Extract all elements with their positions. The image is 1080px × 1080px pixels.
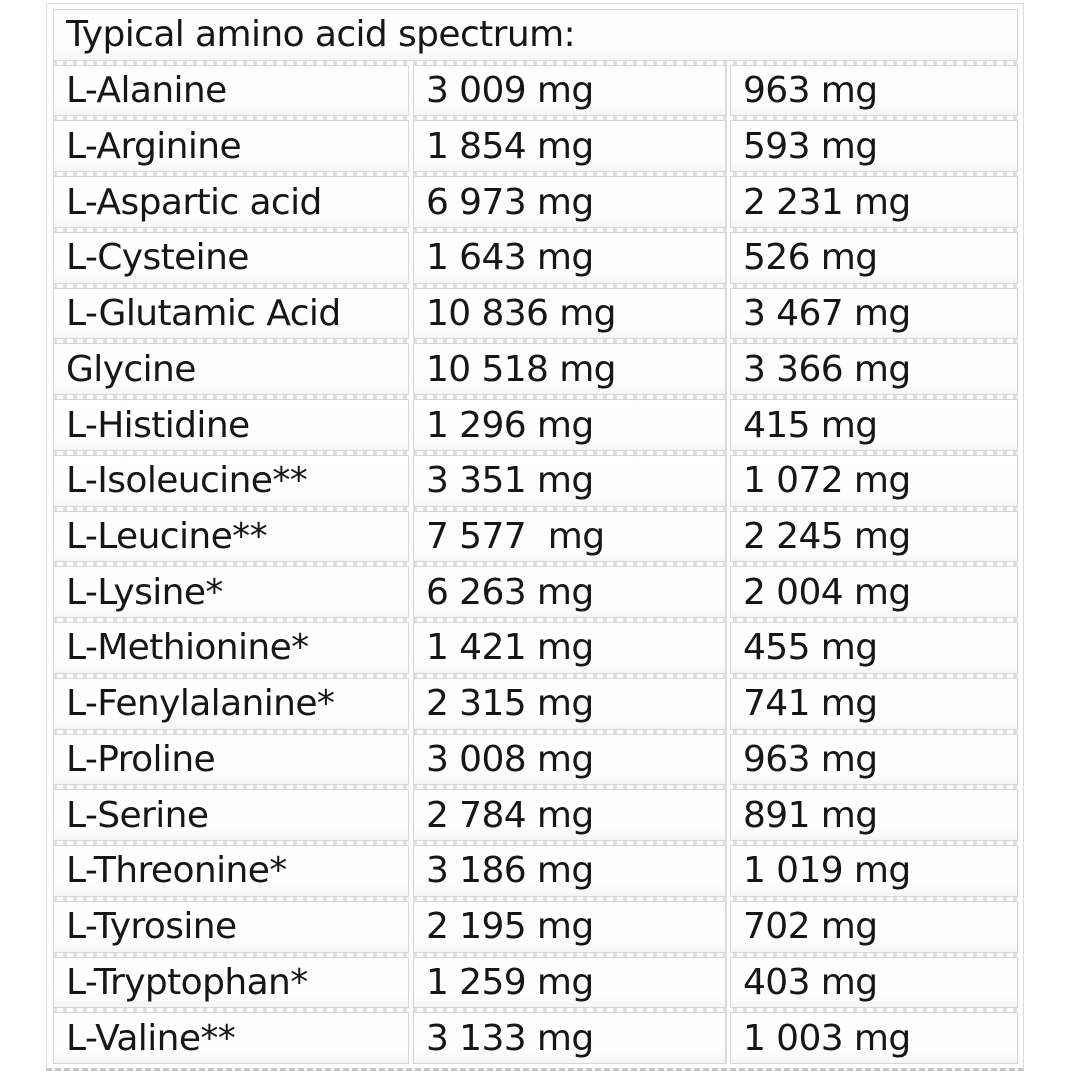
amino-acid-name: L-Cysteine bbox=[53, 231, 409, 284]
amount-cell-1: 1 854 mg bbox=[413, 120, 726, 173]
amount-cell-2: 455 mg bbox=[730, 622, 1018, 674]
amino-acid-table: Typical amino acid spectrum: L-Alanine 3… bbox=[46, 3, 1024, 1071]
amount-cell-2: 2 245 mg bbox=[730, 510, 1018, 563]
amino-acid-table-grid: Typical amino acid spectrum: L-Alanine 3… bbox=[53, 9, 1018, 1064]
amino-acid-name: L-Tyrosine bbox=[53, 900, 409, 953]
amount-cell-1: 1 643 mg bbox=[413, 231, 726, 284]
amino-acid-name: L-Tryptophan* bbox=[53, 956, 409, 1009]
amount-cell-1: 7 577 mg bbox=[413, 510, 726, 563]
amount-cell-1: 10 836 mg bbox=[413, 287, 726, 340]
amount-cell-2: 2 004 mg bbox=[730, 566, 1018, 619]
amino-acid-name: L-Methionine* bbox=[53, 622, 409, 674]
amount-cell-1: 3 186 mg bbox=[413, 845, 726, 897]
amount-cell-2: 1 003 mg bbox=[730, 1012, 1018, 1064]
amount-cell-2: 3 366 mg bbox=[730, 343, 1018, 396]
amino-acid-name: L-Arginine bbox=[53, 120, 409, 173]
amino-acid-name: L-Aspartic acid bbox=[53, 176, 409, 228]
amino-acid-name: L-Histidine bbox=[53, 399, 409, 451]
amount-cell-2: 526 mg bbox=[730, 231, 1018, 284]
amount-cell-1: 1 421 mg bbox=[413, 622, 726, 674]
amount-cell-2: 593 mg bbox=[730, 120, 1018, 173]
amount-cell-1: 2 784 mg bbox=[413, 789, 726, 842]
amino-acid-name: L-Isoleucine** bbox=[53, 454, 409, 507]
amount-cell-2: 891 mg bbox=[730, 789, 1018, 842]
amount-cell-2: 3 467 mg bbox=[730, 287, 1018, 340]
amino-acid-name: Glycine bbox=[53, 343, 409, 396]
amount-cell-1: 6 263 mg bbox=[413, 566, 726, 619]
amount-cell-1: 10 518 mg bbox=[413, 343, 726, 396]
amount-cell-2: 702 mg bbox=[730, 900, 1018, 953]
amino-acid-name: L-Leucine** bbox=[53, 510, 409, 563]
amount-cell-2: 415 mg bbox=[730, 399, 1018, 451]
amino-acid-name: L-Proline bbox=[53, 733, 409, 786]
amino-acid-name: L-Threonine* bbox=[53, 845, 409, 897]
amino-acid-name: L-Alanine bbox=[53, 64, 409, 117]
amino-acid-name: L-Valine** bbox=[53, 1012, 409, 1064]
amino-acid-name: L-Serine bbox=[53, 789, 409, 842]
amount-cell-2: 403 mg bbox=[730, 956, 1018, 1009]
amount-cell-2: 963 mg bbox=[730, 733, 1018, 786]
amount-cell-2: 963 mg bbox=[730, 64, 1018, 117]
amount-cell-1: 2 315 mg bbox=[413, 677, 726, 730]
table-title: Typical amino acid spectrum: bbox=[53, 9, 1018, 61]
amount-cell-2: 741 mg bbox=[730, 677, 1018, 730]
amino-acid-name: L-Fenylalanine* bbox=[53, 677, 409, 730]
amount-cell-2: 1 072 mg bbox=[730, 454, 1018, 507]
amino-acid-name: L-Lysine* bbox=[53, 566, 409, 619]
amount-cell-1: 3 133 mg bbox=[413, 1012, 726, 1064]
amount-cell-1: 3 008 mg bbox=[413, 733, 726, 786]
amount-cell-1: 3 351 mg bbox=[413, 454, 726, 507]
amount-cell-1: 1 296 mg bbox=[413, 399, 726, 451]
amount-cell-1: 6 973 mg bbox=[413, 176, 726, 228]
amount-cell-1: 1 259 mg bbox=[413, 956, 726, 1009]
amount-cell-2: 2 231 mg bbox=[730, 176, 1018, 228]
amount-cell-1: 2 195 mg bbox=[413, 900, 726, 953]
amount-cell-2: 1 019 mg bbox=[730, 845, 1018, 897]
amino-acid-name: L-Glutamic Acid bbox=[53, 287, 409, 340]
amount-cell-1: 3 009 mg bbox=[413, 64, 726, 117]
